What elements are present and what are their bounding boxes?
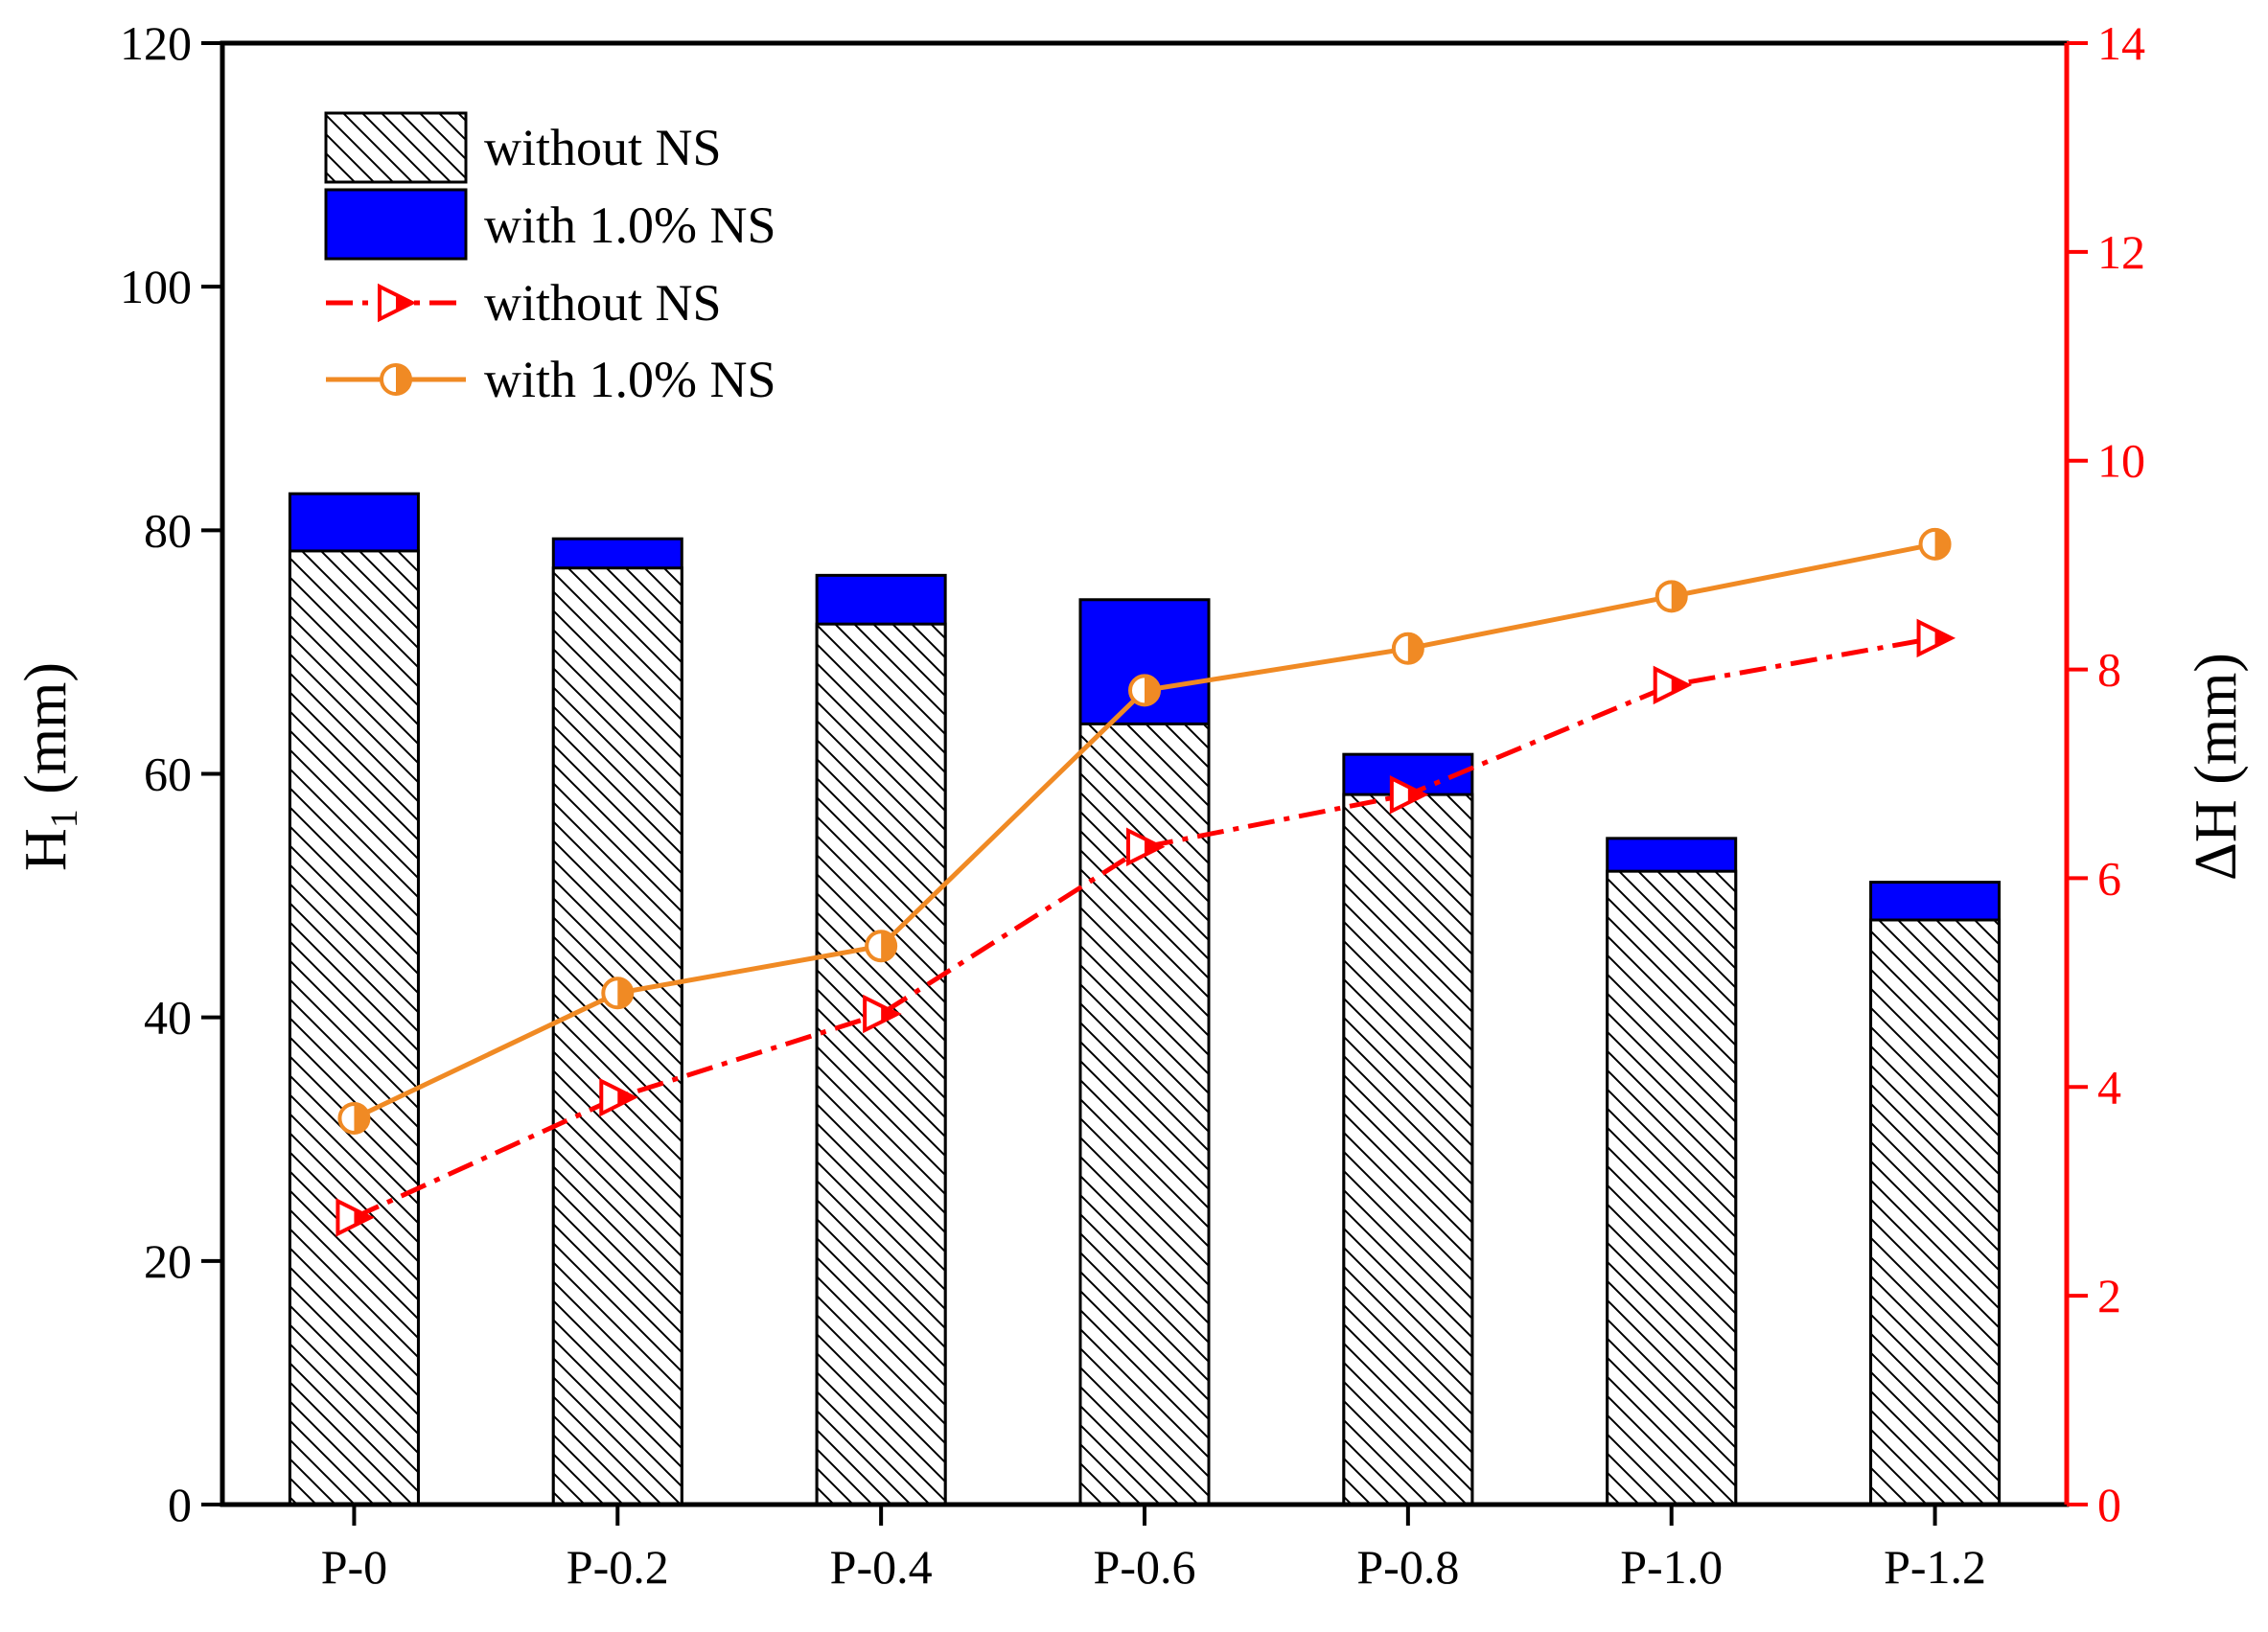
right-tick-label-8: 8: [2097, 643, 2121, 697]
legend-label-line-without-ns: without NS: [484, 274, 722, 332]
point-without-ns-P-1.2-fill: [1934, 630, 1952, 647]
left-axis-label-unit: (mm): [13, 662, 79, 809]
x-tick-label-P-1.0: P-1.0: [1620, 1540, 1723, 1594]
left-tick-label-0: 0: [168, 1478, 192, 1531]
right-tick-label-14: 14: [2097, 16, 2145, 70]
point-without-ns-P-0: [336, 1198, 375, 1237]
legend-swatch-solid-blue: [324, 188, 468, 261]
legend-circle-marker-fill: [396, 365, 410, 394]
point-without-ns-P-0.8-fill: [1407, 786, 1424, 803]
bar-without-ns-P-0.8: [1342, 793, 1474, 1506]
point-without-ns-P-0-fill: [354, 1208, 371, 1226]
point-without-ns-P-0.2-fill: [617, 1089, 635, 1106]
point-without-ns-P-0.6: [1126, 827, 1166, 866]
point-with-ns-P-0-fill: [354, 1103, 369, 1133]
point-without-ns-P-0.4: [863, 994, 902, 1034]
point-with-ns-P-1.2: [1918, 527, 1952, 561]
right-tick-label-2: 2: [2097, 1269, 2121, 1322]
bar-without-ns-P-0.2: [551, 566, 683, 1506]
point-without-ns-P-0.4-fill: [881, 1005, 898, 1023]
point-without-ns-P-0.8: [1389, 775, 1429, 815]
point-with-ns-P-0.4-fill: [881, 931, 896, 961]
ticks-layer: 0 20 40 60 80 100 120 0 2 4 6 8 10 12 14 P-0 P-0.2 P-0.4 P…: [120, 16, 2145, 1594]
axis-labels: H1 (mm) ΔH (mm): [13, 653, 2249, 881]
bar-without-ns-P-0.4: [815, 622, 947, 1506]
left-tick-label-20: 20: [144, 1234, 192, 1288]
point-with-ns-P-1.2-fill: [1934, 529, 1950, 559]
x-tick-label-P-0.6: P-0.6: [1094, 1540, 1196, 1594]
left-axis-label-main: H: [13, 828, 79, 871]
legend-label-line-with-ns: with 1.0% NS: [484, 351, 776, 408]
lines-layer: [336, 527, 1956, 1237]
right-tick-label-6: 6: [2097, 851, 2121, 905]
left-tick-label-100: 100: [120, 260, 192, 313]
point-with-ns-P-0.4: [865, 930, 898, 963]
point-without-ns-P-0.2: [599, 1077, 638, 1117]
left-axis-label: H1 (mm): [13, 662, 85, 871]
bar-without-ns-P-0: [288, 549, 420, 1506]
point-with-ns-P-0.6: [1128, 674, 1161, 707]
x-tick-label-P-0.2: P-0.2: [567, 1540, 669, 1594]
legend-swatch-hatched: [324, 111, 468, 184]
left-tick-label-40: 40: [144, 991, 192, 1045]
legend-triangle-marker-fill: [396, 294, 412, 311]
legend-marker-circle-icon: [380, 363, 412, 396]
point-with-ns-P-0.8-fill: [1407, 633, 1423, 663]
point-without-ns-P-1.2: [1916, 618, 1956, 658]
left-axis-label-sub: 1: [42, 809, 85, 828]
point-without-ns-P-1.0: [1653, 665, 1693, 705]
right-tick-label-10: 10: [2097, 434, 2145, 488]
point-with-ns-P-0.8: [1391, 632, 1424, 665]
legend-label-bar-without-ns: without NS: [484, 119, 722, 176]
x-tick-label-P-0.8: P-0.8: [1356, 1540, 1459, 1594]
left-tick-label-120: 120: [120, 16, 192, 70]
x-tick-label-P-1.2: P-1.2: [1884, 1540, 1986, 1594]
left-tick-label-80: 80: [144, 503, 192, 557]
point-without-ns-P-1.0-fill: [1671, 677, 1688, 694]
point-with-ns-P-0.2: [601, 977, 635, 1010]
bar-without-ns-P-1.0: [1606, 869, 1738, 1506]
right-tick-label-12: 12: [2097, 225, 2145, 279]
point-with-ns-P-0.6-fill: [1145, 676, 1160, 705]
bars-layer: [288, 492, 2002, 1506]
x-tick-label-P-0: P-0: [321, 1540, 387, 1594]
point-with-ns-P-1.0-fill: [1671, 582, 1686, 611]
legend-triangle-marker: [378, 283, 417, 323]
x-tick-label-P-0.4: P-0.4: [830, 1540, 933, 1594]
right-tick-label-4: 4: [2097, 1060, 2121, 1114]
point-with-ns-P-0: [337, 1101, 371, 1135]
left-tick-label-60: 60: [144, 747, 192, 801]
legend: without NS with 1.0% NS without NS with …: [324, 111, 776, 408]
point-with-ns-P-1.0: [1655, 580, 1688, 613]
point-with-ns-P-0.2-fill: [617, 978, 633, 1008]
legend-label-bar-with-ns: with 1.0% NS: [484, 196, 776, 254]
bar-without-ns-P-1.2: [1869, 918, 2002, 1506]
point-without-ns-P-0.6-fill: [1145, 839, 1161, 856]
right-axis-label: ΔH (mm): [2184, 653, 2249, 881]
legend-circle-marker: [380, 363, 412, 396]
right-tick-label-0: 0: [2097, 1478, 2121, 1531]
legend-marker-triangle-icon: [378, 283, 417, 323]
